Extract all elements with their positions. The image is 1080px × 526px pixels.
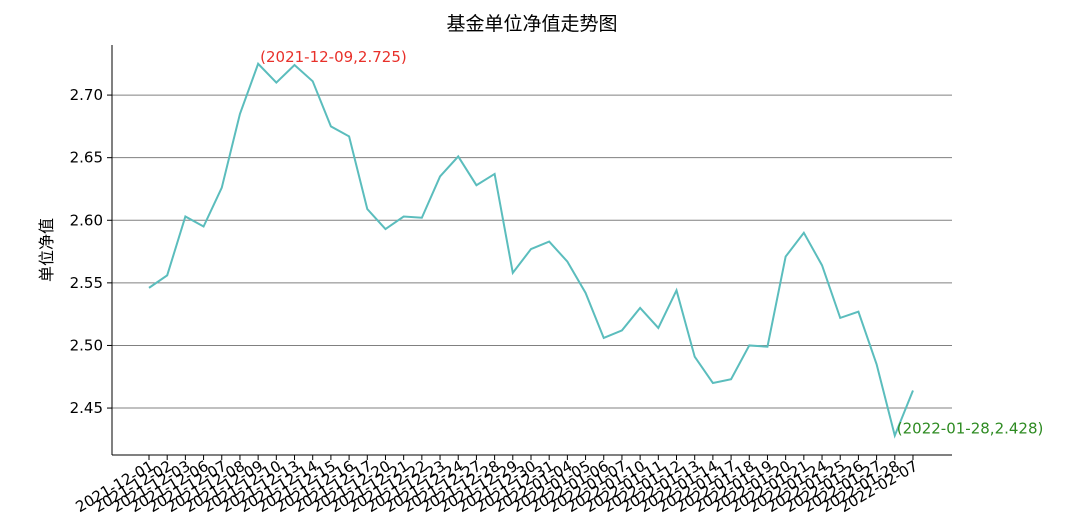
y-tick-label: 2.60: [70, 211, 103, 229]
chart-title: 基金单位净值走势图: [446, 13, 617, 35]
y-tick-label: 2.50: [70, 336, 103, 354]
y-tick-label: 2.65: [70, 149, 103, 167]
y-tick-label: 2.45: [70, 399, 103, 417]
annotation: (2022-01-28,2.428): [897, 420, 1044, 438]
annotation: (2021-12-09,2.725): [260, 48, 407, 66]
y-axis-label: 单位净值: [37, 218, 56, 282]
y-tick-label: 2.70: [70, 86, 103, 104]
y-tick-label: 2.55: [70, 274, 103, 292]
line: [148, 61, 914, 439]
